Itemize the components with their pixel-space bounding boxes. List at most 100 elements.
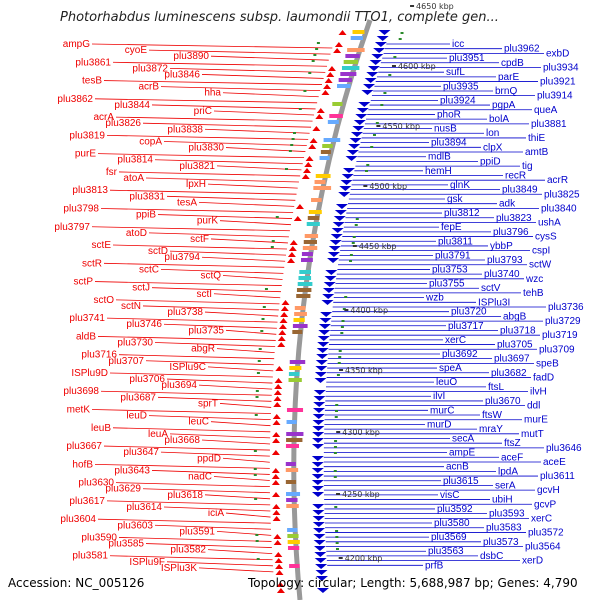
gene-label-right[interactable]: tehB [523,288,544,299]
gene-arrow-reverse[interactable] [311,480,324,485]
gene-arrow-forward[interactable] [274,552,283,557]
gene-label-left[interactable]: ppiB [136,210,156,221]
gene-label-left[interactable]: lpxH [186,179,206,190]
gene-label-left[interactable]: tesB [82,76,102,87]
gene-label-right[interactable]: wzb [425,293,444,304]
gene-label-left[interactable]: ampG [63,39,90,50]
gene-label-left[interactable]: leuD [126,411,147,422]
gene-arrow-reverse[interactable] [311,468,324,473]
gene-label-left[interactable]: plu3668 [164,435,200,446]
gene-arrow-reverse[interactable] [314,378,327,383]
gene-label-right[interactable]: ubiH [492,495,513,506]
gene-label-right[interactable]: aceE [543,457,566,468]
gene-arrow-reverse[interactable] [311,456,324,461]
gene-arrow-reverse[interactable] [319,318,332,323]
gene-label-right[interactable]: plu3692 [442,349,478,360]
gene-arrow-reverse[interactable] [313,402,326,407]
gene-label-right[interactable]: plu3720 [451,307,487,318]
gene-arrow-forward[interactable] [273,390,282,395]
gene-label-right[interactable]: parE [498,72,519,83]
gene-label-right[interactable]: ilvI [433,391,445,402]
gene-arrow-reverse[interactable] [311,486,324,491]
gene-arrow-reverse[interactable] [312,420,325,425]
gene-arrow-forward[interactable] [274,378,283,383]
gene-arrow-forward[interactable] [277,342,286,347]
gene-label-right[interactable]: exbD [546,48,569,59]
gene-label-left[interactable]: leuA [148,429,168,440]
gene-arrow-reverse[interactable] [356,108,369,113]
gene-label-right[interactable]: glnK [450,180,470,191]
gene-label-right[interactable]: secA [452,434,475,445]
gene-label-left[interactable]: plu3603 [117,520,153,531]
gene-arrow-forward[interactable] [324,78,333,83]
gene-arrow-forward[interactable] [272,432,281,437]
gene-label-right[interactable]: plu3682 [491,368,527,379]
gene-label-right[interactable]: recR [505,171,526,182]
gene-label-left[interactable]: atoD [126,228,147,239]
gene-label-right[interactable]: adk [499,199,516,210]
gene-label-left[interactable]: plu3618 [167,490,203,501]
gene-arrow-forward[interactable] [272,492,281,497]
gene-arrow-reverse[interactable] [312,504,325,509]
gene-arrow-reverse[interactable] [313,390,326,395]
gene-arrow-forward[interactable] [308,144,317,149]
gene-arrow-reverse[interactable] [346,150,359,155]
gene-label-right[interactable]: murD [427,419,451,430]
gene-label-right[interactable]: plu3705 [497,340,533,351]
gene-arrow-reverse[interactable] [367,66,380,71]
gene-arrow-forward[interactable] [287,252,296,257]
gene-label-left[interactable]: plu3872 [132,63,168,74]
gene-arrow-reverse[interactable] [342,168,355,173]
gene-label-left[interactable]: plu3591 [179,526,215,537]
gene-label-left[interactable]: plu3604 [60,514,96,525]
gene-label-left[interactable]: plu3844 [114,100,150,111]
gene-arrow-reverse[interactable] [341,174,354,179]
gene-label-right[interactable]: sufL [446,67,465,78]
gene-arrow-forward[interactable] [272,420,281,425]
gene-label-left[interactable]: plu3614 [126,502,162,513]
gene-label-right[interactable]: serA [495,480,516,491]
gene-arrow-reverse[interactable] [312,432,325,437]
gene-label-right[interactable]: plu3823 [496,213,532,224]
gene-arrow-reverse[interactable] [330,234,343,239]
gene-arrow-reverse[interactable] [373,48,386,53]
gene-label-right[interactable]: plu3563 [428,546,464,557]
gene-arrow-forward[interactable] [288,246,297,251]
gene-label-left[interactable]: plu3643 [114,465,150,476]
gene-label-left[interactable]: plu3617 [69,496,105,507]
gene-label-right[interactable]: plu3593 [489,509,525,520]
gene-arrow-reverse[interactable] [352,126,365,131]
gene-arrow-reverse[interactable] [314,558,327,563]
gene-label-right[interactable]: plu3793 [487,255,523,266]
gene-label-left[interactable]: sprT [198,398,218,409]
gene-label-left[interactable]: leuC [188,417,209,428]
gene-label-left[interactable]: ISPlu9C [169,362,206,373]
gene-label-right[interactable]: icc [452,39,464,50]
gene-arrow-reverse[interactable] [312,426,325,431]
gene-label-right[interactable]: fepE [441,222,462,233]
gene-label-left[interactable]: sctJ [132,283,150,294]
gene-arrow-reverse[interactable] [361,90,374,95]
gene-arrow-reverse[interactable] [358,102,371,107]
gene-label-right[interactable]: lon [486,128,499,139]
gene-arrow-reverse[interactable] [312,510,325,515]
gene-label-right[interactable]: xerD [522,556,543,567]
gene-arrow-forward[interactable] [279,318,288,323]
gene-label-right[interactable]: ftsL [488,382,505,393]
gene-arrow-forward[interactable] [273,402,282,407]
gene-label-right[interactable]: plu3697 [494,354,530,365]
gene-arrow-reverse[interactable] [313,540,326,545]
gene-label-right[interactable]: plu3962 [504,44,540,55]
gene-label-left[interactable]: plu3585 [108,539,144,550]
gene-arrow-reverse[interactable] [313,546,326,551]
gene-label-right[interactable]: plu3921 [540,77,576,88]
gene-label-right[interactable]: pgpA [492,100,516,111]
gene-label-right[interactable]: nusB [434,124,457,135]
gene-arrow-reverse[interactable] [313,396,326,401]
gene-label-left[interactable]: leuB [91,423,111,434]
gene-label-right[interactable]: gcvH [537,485,560,496]
gene-arrow-reverse[interactable] [311,444,324,449]
gene-label-right[interactable]: mdlB [428,152,451,163]
gene-label-left[interactable]: metK [67,405,91,416]
gene-label-left[interactable]: plu3797 [54,222,90,233]
